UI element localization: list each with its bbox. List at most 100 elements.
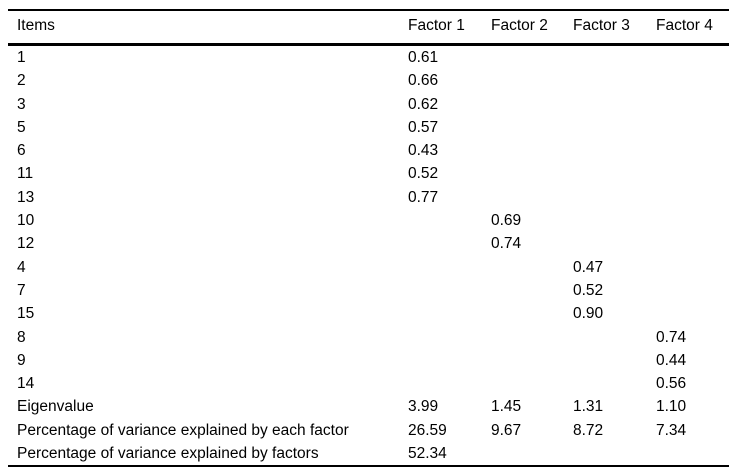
table-row: Percentage of variance explained by each… — [8, 419, 729, 442]
factor-value-cell: 1.45 — [491, 398, 522, 416]
factor-value-cell — [573, 162, 656, 185]
factor-value-cell — [573, 186, 656, 209]
factor-value-cell — [573, 139, 656, 162]
item-label-cell: 10 — [17, 212, 35, 230]
factor-value-cell — [573, 349, 656, 372]
factor-value-cell — [491, 349, 573, 372]
item-label-cell: 6 — [17, 142, 26, 160]
factor-value-cell — [656, 186, 729, 209]
factor-value-cell — [408, 372, 491, 395]
column-header-factor2: Factor 2 — [491, 17, 548, 34]
factor-value-cell: 7.34 — [656, 421, 687, 439]
item-label-cell: Percentage of variance explained by fact… — [17, 445, 319, 463]
item-label-cell: 8 — [17, 328, 26, 346]
factor-value-cell — [656, 279, 729, 302]
factor-value-cell — [573, 372, 656, 395]
factor-value-cell: 1.10 — [656, 398, 687, 416]
column-header-factor4: Factor 4 — [656, 17, 713, 34]
item-label-cell: Eigenvalue — [17, 398, 94, 416]
table-body: 1 0.61 2 0.66 3 0.62 5 0.57 6 0.43 11 0.52 13 0.77 10 0… — [8, 45, 729, 467]
item-label-cell: 13 — [17, 188, 35, 206]
factor-value-cell — [491, 442, 573, 466]
factor-value-cell — [491, 256, 573, 279]
item-label-cell: 15 — [17, 305, 35, 323]
factor-value-cell — [491, 279, 573, 302]
factor-value-cell — [491, 326, 573, 349]
factor-analysis-table: Items Factor 1 Factor 2 Factor 3 Factor … — [8, 9, 729, 468]
table-row: 7 0.52 — [8, 279, 729, 302]
column-header-factor3: Factor 3 — [573, 17, 630, 34]
item-label-cell: 1 — [17, 49, 26, 66]
item-label-cell: 14 — [17, 375, 35, 393]
factor-value-cell — [408, 209, 491, 232]
factor-value-cell — [408, 232, 491, 255]
header-row: Items Factor 1 Factor 2 Factor 3 Factor … — [8, 10, 729, 45]
factor-value-cell — [491, 116, 573, 139]
item-label-cell: 4 — [17, 258, 26, 276]
factor-value-cell: 1.31 — [573, 398, 604, 416]
item-label-cell: 2 — [17, 72, 26, 90]
item-label-cell: 3 — [17, 95, 26, 113]
factor-value-cell: 3.99 — [408, 398, 439, 416]
table-row: 5 0.57 — [8, 116, 729, 139]
factor-value-cell: 0.43 — [408, 142, 439, 160]
factor-value-cell: 0.52 — [573, 281, 604, 299]
table-row: 6 0.43 — [8, 139, 729, 162]
factor-value-cell — [573, 442, 656, 466]
factor-value-cell — [573, 116, 656, 139]
factor-value-cell — [656, 232, 729, 255]
factor-value-cell: 8.72 — [573, 421, 604, 439]
table-row: Eigenvalue 3.99 1.45 1.31 1.10 — [8, 395, 729, 418]
table-row: 13 0.77 — [8, 186, 729, 209]
factor-value-cell — [656, 302, 729, 325]
item-label-cell: 12 — [17, 235, 35, 253]
factor-value-cell — [408, 279, 491, 302]
item-label-cell: Percentage of variance explained by each… — [17, 421, 349, 439]
table-header: Items Factor 1 Factor 2 Factor 3 Factor … — [8, 10, 729, 45]
factor-value-cell — [408, 326, 491, 349]
table-row: 15 0.90 — [8, 302, 729, 325]
factor-value-cell — [491, 372, 573, 395]
factor-value-cell — [408, 302, 491, 325]
factor-value-cell — [491, 69, 573, 92]
column-header-items: Items — [17, 17, 55, 34]
factor-value-cell: 0.52 — [408, 165, 439, 183]
factor-value-cell: 0.74 — [656, 328, 687, 346]
table-row: 10 0.69 — [8, 209, 729, 232]
table-row: 9 0.44 — [8, 349, 729, 372]
factor-value-cell — [408, 256, 491, 279]
factor-value-cell: 0.66 — [408, 72, 439, 90]
factor-value-cell — [656, 69, 729, 92]
factor-analysis-table-container: Items Factor 1 Factor 2 Factor 3 Factor … — [8, 9, 729, 468]
table-row: 11 0.52 — [8, 162, 729, 185]
factor-value-cell — [656, 139, 729, 162]
factor-value-cell — [491, 162, 573, 185]
factor-value-cell: 0.44 — [656, 351, 687, 369]
factor-value-cell: 0.61 — [408, 49, 439, 66]
factor-value-cell — [491, 139, 573, 162]
table-row: 4 0.47 — [8, 256, 729, 279]
factor-value-cell — [573, 209, 656, 232]
factor-value-cell — [491, 302, 573, 325]
table-row: 2 0.66 — [8, 69, 729, 92]
table-row: 14 0.56 — [8, 372, 729, 395]
factor-value-cell — [491, 186, 573, 209]
table-row: 3 0.62 — [8, 93, 729, 116]
factor-value-cell — [491, 45, 573, 70]
factor-value-cell — [573, 69, 656, 92]
factor-value-cell — [573, 326, 656, 349]
factor-value-cell — [656, 256, 729, 279]
factor-value-cell — [656, 116, 729, 139]
factor-value-cell — [408, 349, 491, 372]
factor-value-cell: 0.62 — [408, 95, 439, 113]
factor-value-cell — [656, 209, 729, 232]
factor-value-cell — [573, 232, 656, 255]
factor-value-cell: 0.69 — [491, 212, 522, 230]
table-row: 12 0.74 — [8, 232, 729, 255]
factor-value-cell: 0.56 — [656, 375, 687, 393]
item-label-cell: 7 — [17, 281, 26, 299]
item-label-cell: 9 — [17, 351, 26, 369]
factor-value-cell: 0.57 — [408, 118, 439, 136]
factor-value-cell: 0.74 — [491, 235, 522, 253]
factor-value-cell — [656, 162, 729, 185]
